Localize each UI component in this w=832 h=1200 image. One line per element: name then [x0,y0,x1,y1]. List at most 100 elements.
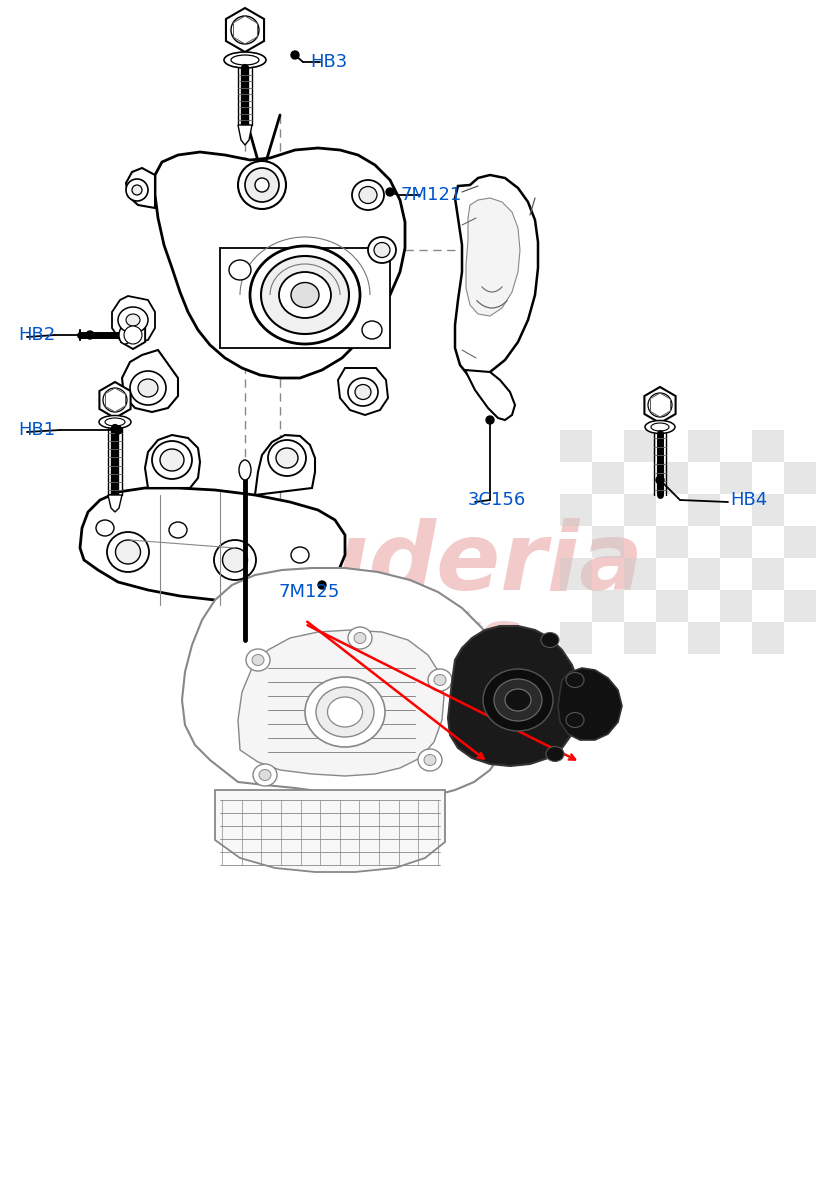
Bar [784,526,816,558]
Bar [688,558,720,590]
Ellipse shape [238,161,286,209]
Polygon shape [255,434,315,494]
Ellipse shape [126,179,148,200]
Ellipse shape [494,679,542,721]
Bar [560,430,592,462]
Ellipse shape [328,697,363,727]
Text: scuderia: scuderia [189,518,643,610]
Ellipse shape [428,670,452,691]
Ellipse shape [645,420,675,433]
Ellipse shape [152,440,192,479]
Text: HB3: HB3 [310,53,347,71]
Bar [560,494,592,526]
Polygon shape [455,175,538,378]
Bar [624,558,656,590]
Ellipse shape [348,626,372,649]
Ellipse shape [434,674,446,685]
Bar [592,526,624,558]
Ellipse shape [291,547,309,563]
Polygon shape [108,494,122,512]
Ellipse shape [424,755,436,766]
Circle shape [486,416,494,424]
Bar [656,526,688,558]
Ellipse shape [224,52,266,68]
Ellipse shape [368,236,396,263]
Circle shape [86,331,94,338]
Text: parts: parts [310,607,522,677]
Ellipse shape [259,769,271,780]
Ellipse shape [252,654,264,666]
Ellipse shape [546,746,564,762]
Text: HB1: HB1 [18,421,55,439]
Bar [720,462,752,494]
Polygon shape [99,382,131,418]
Bar [688,430,720,462]
Ellipse shape [245,168,279,202]
Text: HB2: HB2 [18,326,55,344]
Bar [624,494,656,526]
Ellipse shape [107,532,149,572]
Polygon shape [112,296,155,344]
Polygon shape [155,148,405,378]
Polygon shape [558,668,622,740]
Ellipse shape [250,246,360,344]
Ellipse shape [362,320,382,338]
Text: 3C156: 3C156 [468,491,527,509]
Polygon shape [226,8,264,52]
Polygon shape [465,370,515,420]
Circle shape [291,50,299,59]
Polygon shape [448,626,580,766]
Bar [624,622,656,654]
Circle shape [114,426,122,434]
Polygon shape [126,168,155,208]
Ellipse shape [483,670,553,731]
Ellipse shape [246,649,270,671]
Polygon shape [121,320,145,349]
Circle shape [386,188,394,196]
Bar [560,558,592,590]
Ellipse shape [160,449,184,470]
Bar [720,526,752,558]
Polygon shape [466,198,520,316]
Ellipse shape [138,379,158,397]
Ellipse shape [124,326,142,344]
Ellipse shape [119,326,131,344]
Ellipse shape [169,522,187,538]
Bar [592,590,624,622]
Bar [592,462,624,494]
Text: HB4: HB4 [730,491,767,509]
Ellipse shape [105,418,125,426]
Ellipse shape [276,448,298,468]
Ellipse shape [214,540,256,580]
Ellipse shape [566,672,584,688]
Ellipse shape [231,55,259,65]
Ellipse shape [118,307,148,332]
Bar [784,590,816,622]
Bar [720,590,752,622]
Ellipse shape [239,460,251,480]
Polygon shape [215,790,445,872]
Ellipse shape [651,422,669,431]
Polygon shape [182,568,512,798]
Text: 7M125: 7M125 [278,583,339,601]
Ellipse shape [130,371,166,404]
Bar [560,622,592,654]
Ellipse shape [374,242,390,258]
Bar [688,494,720,526]
Polygon shape [238,125,252,145]
Text: 7M121: 7M121 [400,186,461,204]
Ellipse shape [418,749,442,770]
Ellipse shape [541,632,559,648]
Ellipse shape [229,260,251,280]
Ellipse shape [255,178,269,192]
Ellipse shape [566,713,584,727]
Ellipse shape [354,632,366,643]
Ellipse shape [96,520,114,536]
Ellipse shape [132,185,142,194]
Bar [752,430,784,462]
Ellipse shape [103,388,127,412]
Ellipse shape [348,378,378,406]
Ellipse shape [222,548,247,572]
Ellipse shape [352,180,384,210]
Ellipse shape [116,540,141,564]
